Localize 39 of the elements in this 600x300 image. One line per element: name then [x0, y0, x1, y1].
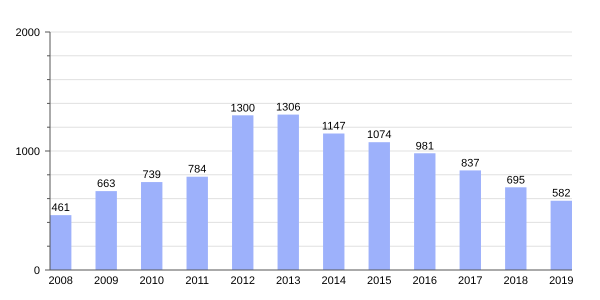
bar	[50, 215, 72, 270]
bar	[141, 182, 162, 270]
data-label: 1300	[230, 102, 255, 114]
data-label: 461	[52, 202, 70, 214]
x-tick-label: 2011	[185, 275, 210, 287]
data-label: 837	[461, 157, 480, 170]
data-label: 739	[142, 169, 161, 182]
bar	[505, 187, 526, 270]
data-label: 1306	[276, 102, 300, 114]
data-label: 695	[506, 174, 525, 186]
bar	[278, 114, 299, 270]
data-label: 1074	[367, 129, 392, 142]
bar	[550, 200, 572, 270]
x-tick-label: 2008	[48, 275, 73, 287]
bar	[368, 142, 390, 270]
y-tick-label: 1000	[16, 146, 40, 158]
data-label: 1147	[322, 120, 346, 133]
x-tick-label: 2012	[230, 275, 255, 287]
data-label: 981	[416, 140, 434, 152]
x-tick-label: 2010	[139, 275, 164, 287]
bar	[460, 170, 481, 270]
bar	[414, 153, 436, 270]
y-tick-label: 2000	[16, 27, 40, 39]
x-tick-label: 2016	[412, 275, 438, 287]
data-label: 582	[552, 188, 570, 200]
y-tick-label: 0	[34, 265, 40, 277]
x-tick-label: 2013	[276, 275, 300, 287]
bar	[96, 191, 117, 270]
x-tick-label: 2009	[94, 275, 118, 287]
bar	[232, 115, 254, 270]
data-label: 784	[188, 164, 206, 176]
x-tick-label: 2014	[322, 275, 346, 287]
x-tick-label: 2018	[504, 275, 528, 287]
bar	[323, 134, 344, 270]
x-tick-label: 2015	[367, 275, 392, 287]
data-label: 663	[97, 178, 116, 190]
x-tick-label: 2019	[549, 275, 574, 287]
bar	[186, 176, 208, 270]
x-tick-label: 2017	[458, 275, 483, 287]
